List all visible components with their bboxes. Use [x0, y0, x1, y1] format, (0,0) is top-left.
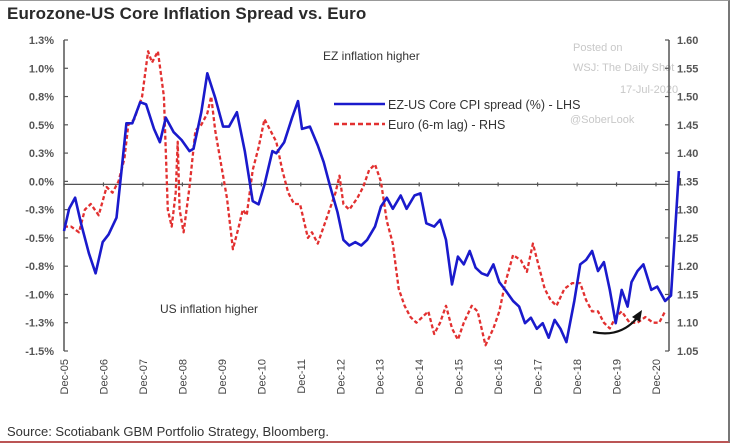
x-axis-tick-label: Dec-17: [533, 359, 545, 394]
watermark-line-3: 17-Jul-2020: [620, 84, 678, 96]
x-axis-tick-label: Dec-15: [454, 359, 466, 394]
watermark-line-1: Posted on: [573, 42, 623, 54]
x-axis-tick-label: Dec-14: [414, 359, 426, 394]
series-line-spread: [62, 72, 681, 344]
x-axis-tick-label: Dec-11: [296, 359, 308, 394]
right-axis-tick-label: 1.50: [677, 92, 698, 104]
left-axis-tick-label: -1.3%: [25, 318, 54, 330]
watermark-line-4: @SoberLook: [570, 114, 635, 126]
left-axis-tick-label: 0.3%: [29, 148, 54, 160]
series-group: [62, 50, 681, 347]
x-axis-tick-label: Dec-08: [177, 359, 189, 394]
left-axis-tick-label: -1.0%: [25, 289, 54, 301]
chart-title: Eurozone-US Core Inflation Spread vs. Eu…: [7, 4, 367, 23]
left-axis-tick-label: 1.3%: [29, 35, 54, 47]
x-axis-tick-label: Dec-18: [572, 359, 584, 394]
right-axis-tick-label: 1.45: [677, 120, 698, 132]
right-axis-tick-label: 1.10: [677, 318, 698, 330]
annotation-ez-higher: EZ inflation higher: [323, 49, 420, 63]
series-line-euro: [64, 50, 667, 347]
x-axis-tick-label: Dec-10: [256, 359, 268, 394]
left-axis-tick-label: -0.8%: [25, 261, 54, 273]
legend: EZ-US Core CPI spread (%) - LHS Euro (6-…: [334, 98, 580, 132]
right-axis-tick-label: 1.25: [677, 233, 698, 245]
right-axis-tick-label: 1.20: [677, 261, 698, 273]
right-axis-tick-label: 1.55: [677, 63, 698, 75]
right-axis-tick-label: 1.60: [677, 35, 698, 47]
right-axis-tick-label: 1.30: [677, 205, 698, 217]
legend-label-euro: Euro (6-m lag) - RHS: [388, 118, 505, 132]
left-axis-tick-label: 1.0%: [29, 63, 54, 75]
right-axis-tick-label: 1.15: [677, 289, 698, 301]
left-axis-tick-label: -0.3%: [25, 205, 54, 217]
x-axis-tick-label: Dec-09: [217, 359, 229, 394]
left-axis-tick-label: -0.5%: [25, 233, 54, 245]
right-axis-tick-label: 1.40: [677, 148, 698, 160]
x-axis-tick-label: Dec-12: [335, 359, 347, 394]
axes: 1.3% 1.0% 0.8% 0.5% 0.3% 0.0% -0.3% -0.5% -0.8% -…: [25, 35, 698, 394]
watermark: Posted on WSJ: The Daily Shot 17-Jul-202…: [570, 42, 678, 126]
annotation-us-higher: US inflation higher: [160, 302, 258, 316]
right-axis-tick-label: 1.35: [677, 176, 698, 188]
watermark-line-2: WSJ: The Daily Shot: [573, 62, 674, 74]
curved-arrow: [592, 317, 638, 335]
left-axis-tick-label: 0.5%: [29, 120, 54, 132]
x-axis-tick-label: Dec-06: [98, 359, 110, 394]
source-note: Source: Scotiabank GBM Portfolio Strateg…: [7, 424, 330, 439]
x-axis-tick-label: Dec-19: [612, 359, 624, 394]
left-axis-tick-label: 0.8%: [29, 92, 54, 104]
legend-label-spread: EZ-US Core CPI spread (%) - LHS: [388, 98, 580, 112]
left-axis-tick-label: -1.5%: [25, 346, 54, 358]
x-axis-tick-label: Dec-05: [59, 359, 71, 394]
x-axis-tick-label: Dec-07: [138, 359, 150, 394]
right-axis-tick-label: 1.05: [677, 346, 698, 358]
x-axis-tick-label: Dec-16: [493, 359, 505, 394]
x-axis-tick-label: Dec-13: [375, 359, 387, 394]
annotations: EZ inflation higher US inflation higher: [160, 49, 642, 335]
x-axis-tick-label: Dec-20: [651, 359, 663, 394]
left-axis-tick-label: 0.0%: [29, 176, 54, 188]
arrow-head-icon: [632, 310, 642, 322]
